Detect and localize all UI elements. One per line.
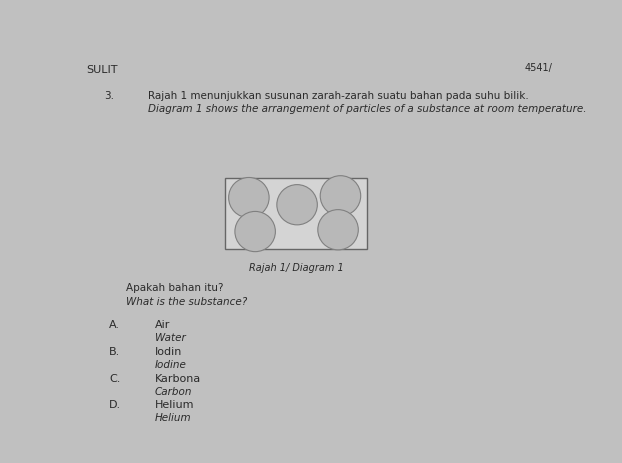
Text: Rajah 1/ Diagram 1: Rajah 1/ Diagram 1 bbox=[249, 263, 343, 272]
Text: Helium: Helium bbox=[155, 400, 195, 410]
Ellipse shape bbox=[277, 185, 317, 225]
Text: D.: D. bbox=[109, 400, 121, 410]
Ellipse shape bbox=[318, 210, 358, 250]
Text: Diagram 1 shows the arrangement of particles of a substance at room temperature.: Diagram 1 shows the arrangement of parti… bbox=[147, 104, 586, 114]
Text: Water: Water bbox=[155, 332, 185, 342]
Ellipse shape bbox=[229, 178, 269, 218]
FancyBboxPatch shape bbox=[225, 179, 367, 250]
Text: Helium: Helium bbox=[155, 413, 192, 422]
Ellipse shape bbox=[320, 176, 361, 217]
Text: 3.: 3. bbox=[104, 91, 114, 101]
Text: Rajah 1 menunjukkan susunan zarah-zarah suatu bahan pada suhu bilik.: Rajah 1 menunjukkan susunan zarah-zarah … bbox=[147, 91, 529, 101]
Text: C.: C. bbox=[109, 373, 121, 383]
Text: 4541/: 4541/ bbox=[525, 63, 552, 73]
Text: Iodine: Iodine bbox=[155, 359, 187, 369]
Text: A.: A. bbox=[109, 319, 120, 329]
Ellipse shape bbox=[235, 212, 276, 252]
Text: Apakah bahan itu?: Apakah bahan itu? bbox=[126, 282, 223, 292]
Text: SULIT: SULIT bbox=[86, 64, 118, 75]
Text: B.: B. bbox=[109, 346, 120, 356]
Text: Iodin: Iodin bbox=[155, 346, 182, 356]
Text: Carbon: Carbon bbox=[155, 386, 192, 396]
Text: What is the substance?: What is the substance? bbox=[126, 296, 247, 306]
Text: Air: Air bbox=[155, 319, 170, 329]
Text: Karbona: Karbona bbox=[155, 373, 201, 383]
